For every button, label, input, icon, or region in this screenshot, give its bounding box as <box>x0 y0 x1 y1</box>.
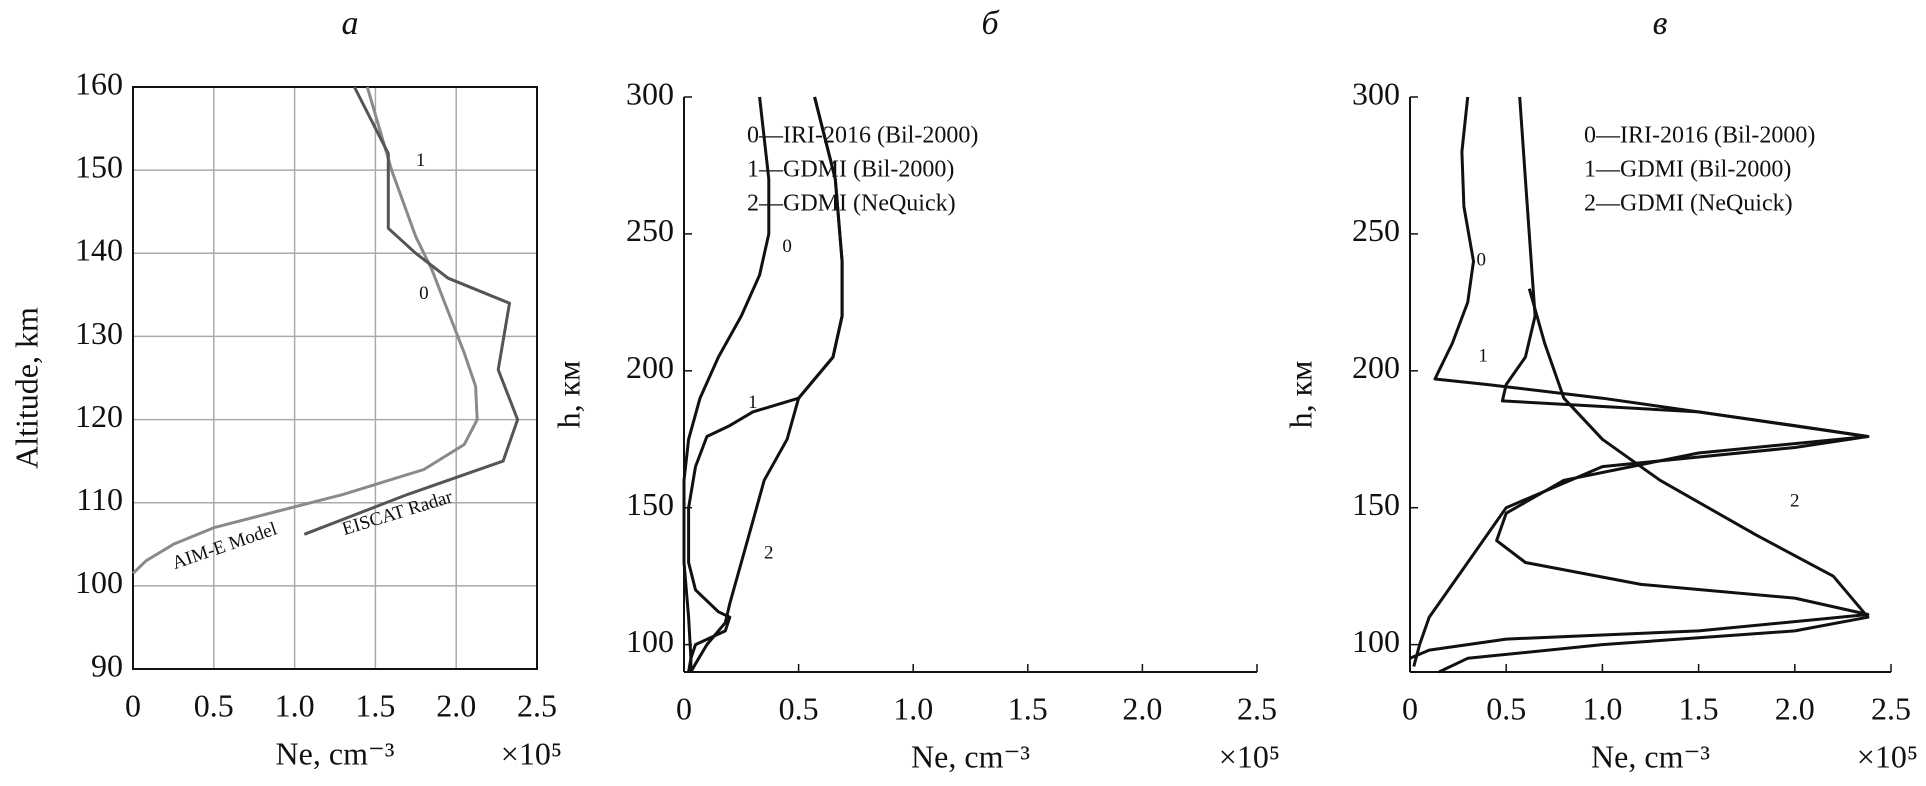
legend-entry: 1—GDMI (Bil-2000) <box>1584 157 1791 183</box>
plot-frame <box>132 86 538 670</box>
x-tick-label: 0.5 <box>194 687 234 723</box>
curve-label: 1 <box>1478 345 1488 366</box>
profile-line <box>682 96 771 672</box>
y-tick-label: 130 <box>75 315 123 351</box>
curve-label: 2 <box>764 543 774 564</box>
curve-label: 0 <box>419 283 429 304</box>
x-tick-label: 2.0 <box>1122 690 1162 726</box>
x-tick-label: 1.0 <box>275 687 315 723</box>
profile-line <box>303 86 520 536</box>
y-tick-label: 150 <box>1352 486 1400 522</box>
x-axis-unit: ×10⁵ <box>1219 738 1280 774</box>
legend-entry: 0—IRI-2016 (Bil-2000) <box>1584 123 1815 149</box>
x-axis-label: Ne, cm⁻³ <box>1591 738 1710 774</box>
curve-label: 1 <box>748 392 758 413</box>
x-tick-label: 0.5 <box>1486 690 1526 726</box>
x-tick-label: 2.5 <box>517 687 557 723</box>
y-tick-label: 100 <box>75 564 123 600</box>
curve-label: 0 <box>1476 250 1486 271</box>
profile-line <box>689 96 844 673</box>
x-axis-label: Ne, cm⁻³ <box>276 735 395 771</box>
legend-entry: 2—GDMI (NeQuick) <box>747 191 956 217</box>
x-tick-label: 0.5 <box>779 690 819 726</box>
x-tick-label: 1.5 <box>355 687 395 723</box>
y-tick-label: 90 <box>91 647 123 683</box>
x-axis-label: Ne, cm⁻³ <box>911 738 1030 774</box>
y-tick-label: 100 <box>626 623 674 659</box>
panel-title: а <box>342 5 359 42</box>
y-tick-label: 100 <box>1352 623 1400 659</box>
y-tick-label: 150 <box>626 486 674 522</box>
x-tick-label: 0 <box>1402 690 1418 726</box>
y-axis-label: h, км <box>550 361 586 429</box>
y-tick-label: 300 <box>626 75 674 111</box>
x-tick-label: 1.0 <box>1582 690 1622 726</box>
x-tick-label: 1.5 <box>1679 690 1719 726</box>
y-tick-label: 300 <box>1352 75 1400 111</box>
y-tick-label: 250 <box>626 212 674 248</box>
profile-line <box>1409 96 1870 660</box>
y-tick-label: 150 <box>75 148 123 184</box>
panel-title: б <box>981 5 1000 42</box>
y-tick-label: 250 <box>1352 212 1400 248</box>
x-axis-unit: ×10⁵ <box>1857 738 1918 774</box>
x-tick-label: 2.5 <box>1871 690 1911 726</box>
profile-line <box>687 96 844 673</box>
profile-line <box>1412 96 1870 667</box>
curve-name: AIM-E Model <box>170 519 280 574</box>
x-axis-unit: ×10⁵ <box>501 735 562 771</box>
y-tick-label: 140 <box>75 232 123 268</box>
legend-entry: 0—IRI-2016 (Bil-2000) <box>747 123 978 149</box>
x-tick-label: 1.5 <box>1008 690 1048 726</box>
legend-entry: 2—GDMI (NeQuick) <box>1584 191 1793 217</box>
y-axis-label: h, км <box>1282 361 1318 429</box>
y-axis-label: Altitude, km <box>8 307 44 469</box>
profile-line <box>131 86 479 575</box>
x-tick-label: 2.5 <box>1237 690 1277 726</box>
y-tick-label: 160 <box>75 65 123 101</box>
x-tick-label: 0 <box>125 687 141 723</box>
x-tick-label: 1.0 <box>893 690 933 726</box>
x-tick-label: 0 <box>676 690 692 726</box>
y-tick-label: 200 <box>1352 349 1400 385</box>
curve-label: 2 <box>1790 491 1800 512</box>
x-tick-label: 2.0 <box>1775 690 1815 726</box>
profile-line <box>1438 288 1870 674</box>
y-tick-label: 120 <box>75 398 123 434</box>
legend-entry: 1—GDMI (Bil-2000) <box>747 157 954 183</box>
y-tick-label: 200 <box>626 349 674 385</box>
y-tick-label: 110 <box>76 481 123 517</box>
x-tick-label: 2.0 <box>436 687 476 723</box>
panel-title: в <box>1653 5 1668 42</box>
curve-label: 1 <box>416 150 426 171</box>
curve-label: 0 <box>782 236 792 257</box>
